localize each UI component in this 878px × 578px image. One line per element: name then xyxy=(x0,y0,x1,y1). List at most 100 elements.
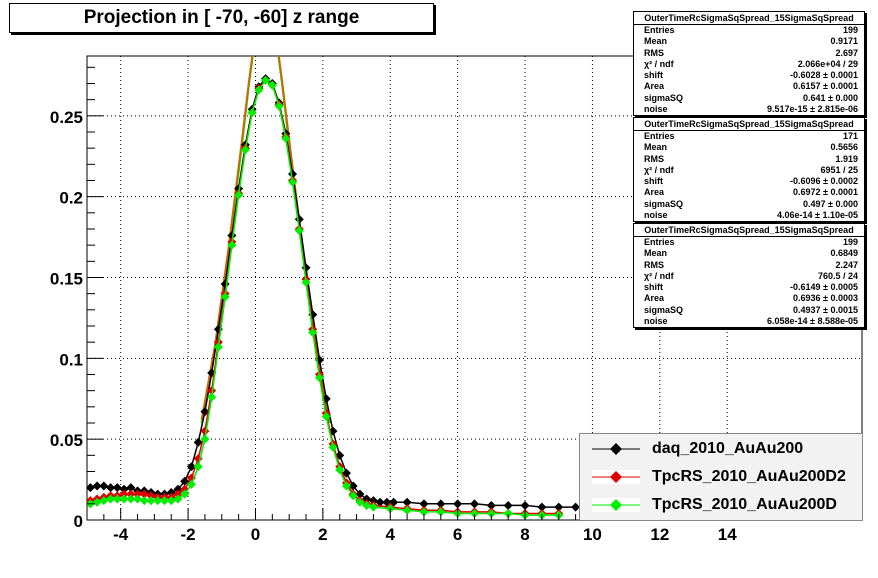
stats-label: noise xyxy=(644,210,668,221)
data-point xyxy=(119,494,129,504)
data-point xyxy=(368,496,378,506)
data-point xyxy=(486,500,496,510)
data-point xyxy=(200,434,210,444)
data-point xyxy=(139,489,149,499)
data-point xyxy=(193,437,203,447)
data-point xyxy=(186,462,196,472)
data-point xyxy=(119,489,129,499)
legend-marker-red xyxy=(592,470,640,484)
data-point xyxy=(166,488,176,498)
stats-label: Mean xyxy=(644,36,668,47)
legend-marker-black xyxy=(592,443,640,455)
stats-value: 4.06e-14 ± 1.10e-05 xyxy=(777,210,858,221)
data-point xyxy=(328,442,338,452)
y-tick-label: 0.05 xyxy=(50,431,83,450)
data-point xyxy=(227,240,237,250)
stats-label: sigmaSQ xyxy=(644,304,684,315)
stats-row: noise 9.517e-15 ± 2.815e-06 xyxy=(634,104,864,115)
data-point xyxy=(341,481,351,491)
stats-value: 171 xyxy=(842,131,858,141)
data-point xyxy=(106,483,116,493)
data-point xyxy=(160,496,169,506)
data-point xyxy=(368,502,378,512)
stats-label: Mean xyxy=(644,142,668,153)
stats-value: 0.4937 ± 0.0015 xyxy=(793,304,858,315)
data-point xyxy=(402,505,412,515)
data-point xyxy=(348,491,358,501)
data-point xyxy=(436,499,446,509)
x-tick-label: 12 xyxy=(650,525,669,544)
stats-label: Area xyxy=(644,81,665,92)
data-point xyxy=(355,489,365,499)
data-point xyxy=(234,190,244,200)
data-point xyxy=(281,133,291,143)
data-point xyxy=(139,496,149,506)
stats-value: 0.6936 ± 0.0003 xyxy=(793,293,858,304)
data-point xyxy=(362,494,372,504)
data-point xyxy=(112,483,122,493)
stats-value: 760.5 / 24 xyxy=(817,270,858,281)
data-point xyxy=(173,489,183,499)
stats-label: noise xyxy=(644,316,668,327)
stats-value: 2.697 xyxy=(835,47,858,58)
data-point xyxy=(436,507,446,517)
data-point xyxy=(321,412,331,422)
legend-marker-green xyxy=(592,498,640,512)
data-point xyxy=(470,499,479,509)
stats-value: 0.6157 ± 0.0001 xyxy=(793,81,858,92)
stats-row: χ² / ndf 760.5 / 24 xyxy=(634,271,864,282)
data-point xyxy=(247,108,257,118)
data-point xyxy=(106,494,116,504)
data-point xyxy=(173,494,183,504)
stats-value: 199 xyxy=(842,237,858,247)
y-tick-label: 0 xyxy=(74,512,83,531)
data-point xyxy=(186,479,196,489)
data-point xyxy=(503,500,513,510)
data-point xyxy=(554,502,564,512)
legend-entry: TpcRS_2010_AuAu200D2 xyxy=(580,466,862,488)
data-point xyxy=(267,80,277,90)
stats-value: 0.5656 xyxy=(830,142,858,153)
data-point xyxy=(126,489,136,499)
stats-label: RMS xyxy=(644,259,664,270)
stats-value: 1.919 xyxy=(835,153,858,164)
stats-title: OuterTimeRcSigmaSqSpread_15SigmaSqSpread xyxy=(634,12,864,25)
legend-entry: daq_2010_AuAu200 xyxy=(580,438,862,460)
data-point xyxy=(92,481,102,491)
data-point xyxy=(133,489,143,499)
data-point xyxy=(153,496,163,506)
stats-value: -0.6028 ± 0.0001 xyxy=(790,70,858,81)
stats-value: 6.058e-14 ± 8.588e-05 xyxy=(766,316,858,327)
stats-row: Area 0.6972 ± 0.0001 xyxy=(634,187,864,198)
stats-row: RMS 1.919 xyxy=(634,154,864,165)
stats-row: noise 6.058e-14 ± 8.588e-05 xyxy=(634,316,864,327)
data-point xyxy=(294,226,304,236)
data-point xyxy=(335,465,345,475)
data-point xyxy=(486,509,496,519)
data-point xyxy=(146,496,156,506)
stats-row: Mean 0.9171 xyxy=(634,36,864,47)
legend-label: TpcRS_2010_AuAu200D2 xyxy=(652,468,846,485)
stats-label: RMS xyxy=(644,153,664,164)
stats-title: OuterTimeRcSigmaSqSpread_15SigmaSqSpread xyxy=(634,118,864,131)
stats-row: Entries 199 xyxy=(634,25,864,36)
legend: daq_2010_AuAu200 TpcRS_2010_AuAu200D2 Tp… xyxy=(579,433,863,521)
stats-row: sigmaSQ 0.641 ± 0.000 xyxy=(634,93,864,104)
stats-row: χ² / ndf 2.066e+04 / 29 xyxy=(634,59,864,70)
y-tick-label: 0.1 xyxy=(59,350,83,369)
stats-value: 199 xyxy=(842,25,858,35)
stats-label: Mean xyxy=(644,248,668,259)
stats-label: sigmaSQ xyxy=(644,198,684,209)
stats-value: -0.6096 ± 0.0002 xyxy=(790,176,858,187)
stats-label: χ² / ndf xyxy=(644,270,674,281)
data-point xyxy=(261,75,271,85)
stats-row: Area 0.6936 ± 0.0003 xyxy=(634,293,864,304)
stats-label: χ² / ndf xyxy=(644,164,674,175)
chart-title: Projection in [ -70, -60] z range xyxy=(9,3,434,33)
data-point xyxy=(537,502,547,512)
data-point xyxy=(571,502,581,512)
stats-row: sigmaSQ 0.4937 ± 0.0015 xyxy=(634,305,864,316)
stats-title: OuterTimeRcSigmaSqSpread_15SigmaSqSpread xyxy=(634,224,864,237)
data-point xyxy=(520,500,530,510)
data-point xyxy=(126,483,136,493)
